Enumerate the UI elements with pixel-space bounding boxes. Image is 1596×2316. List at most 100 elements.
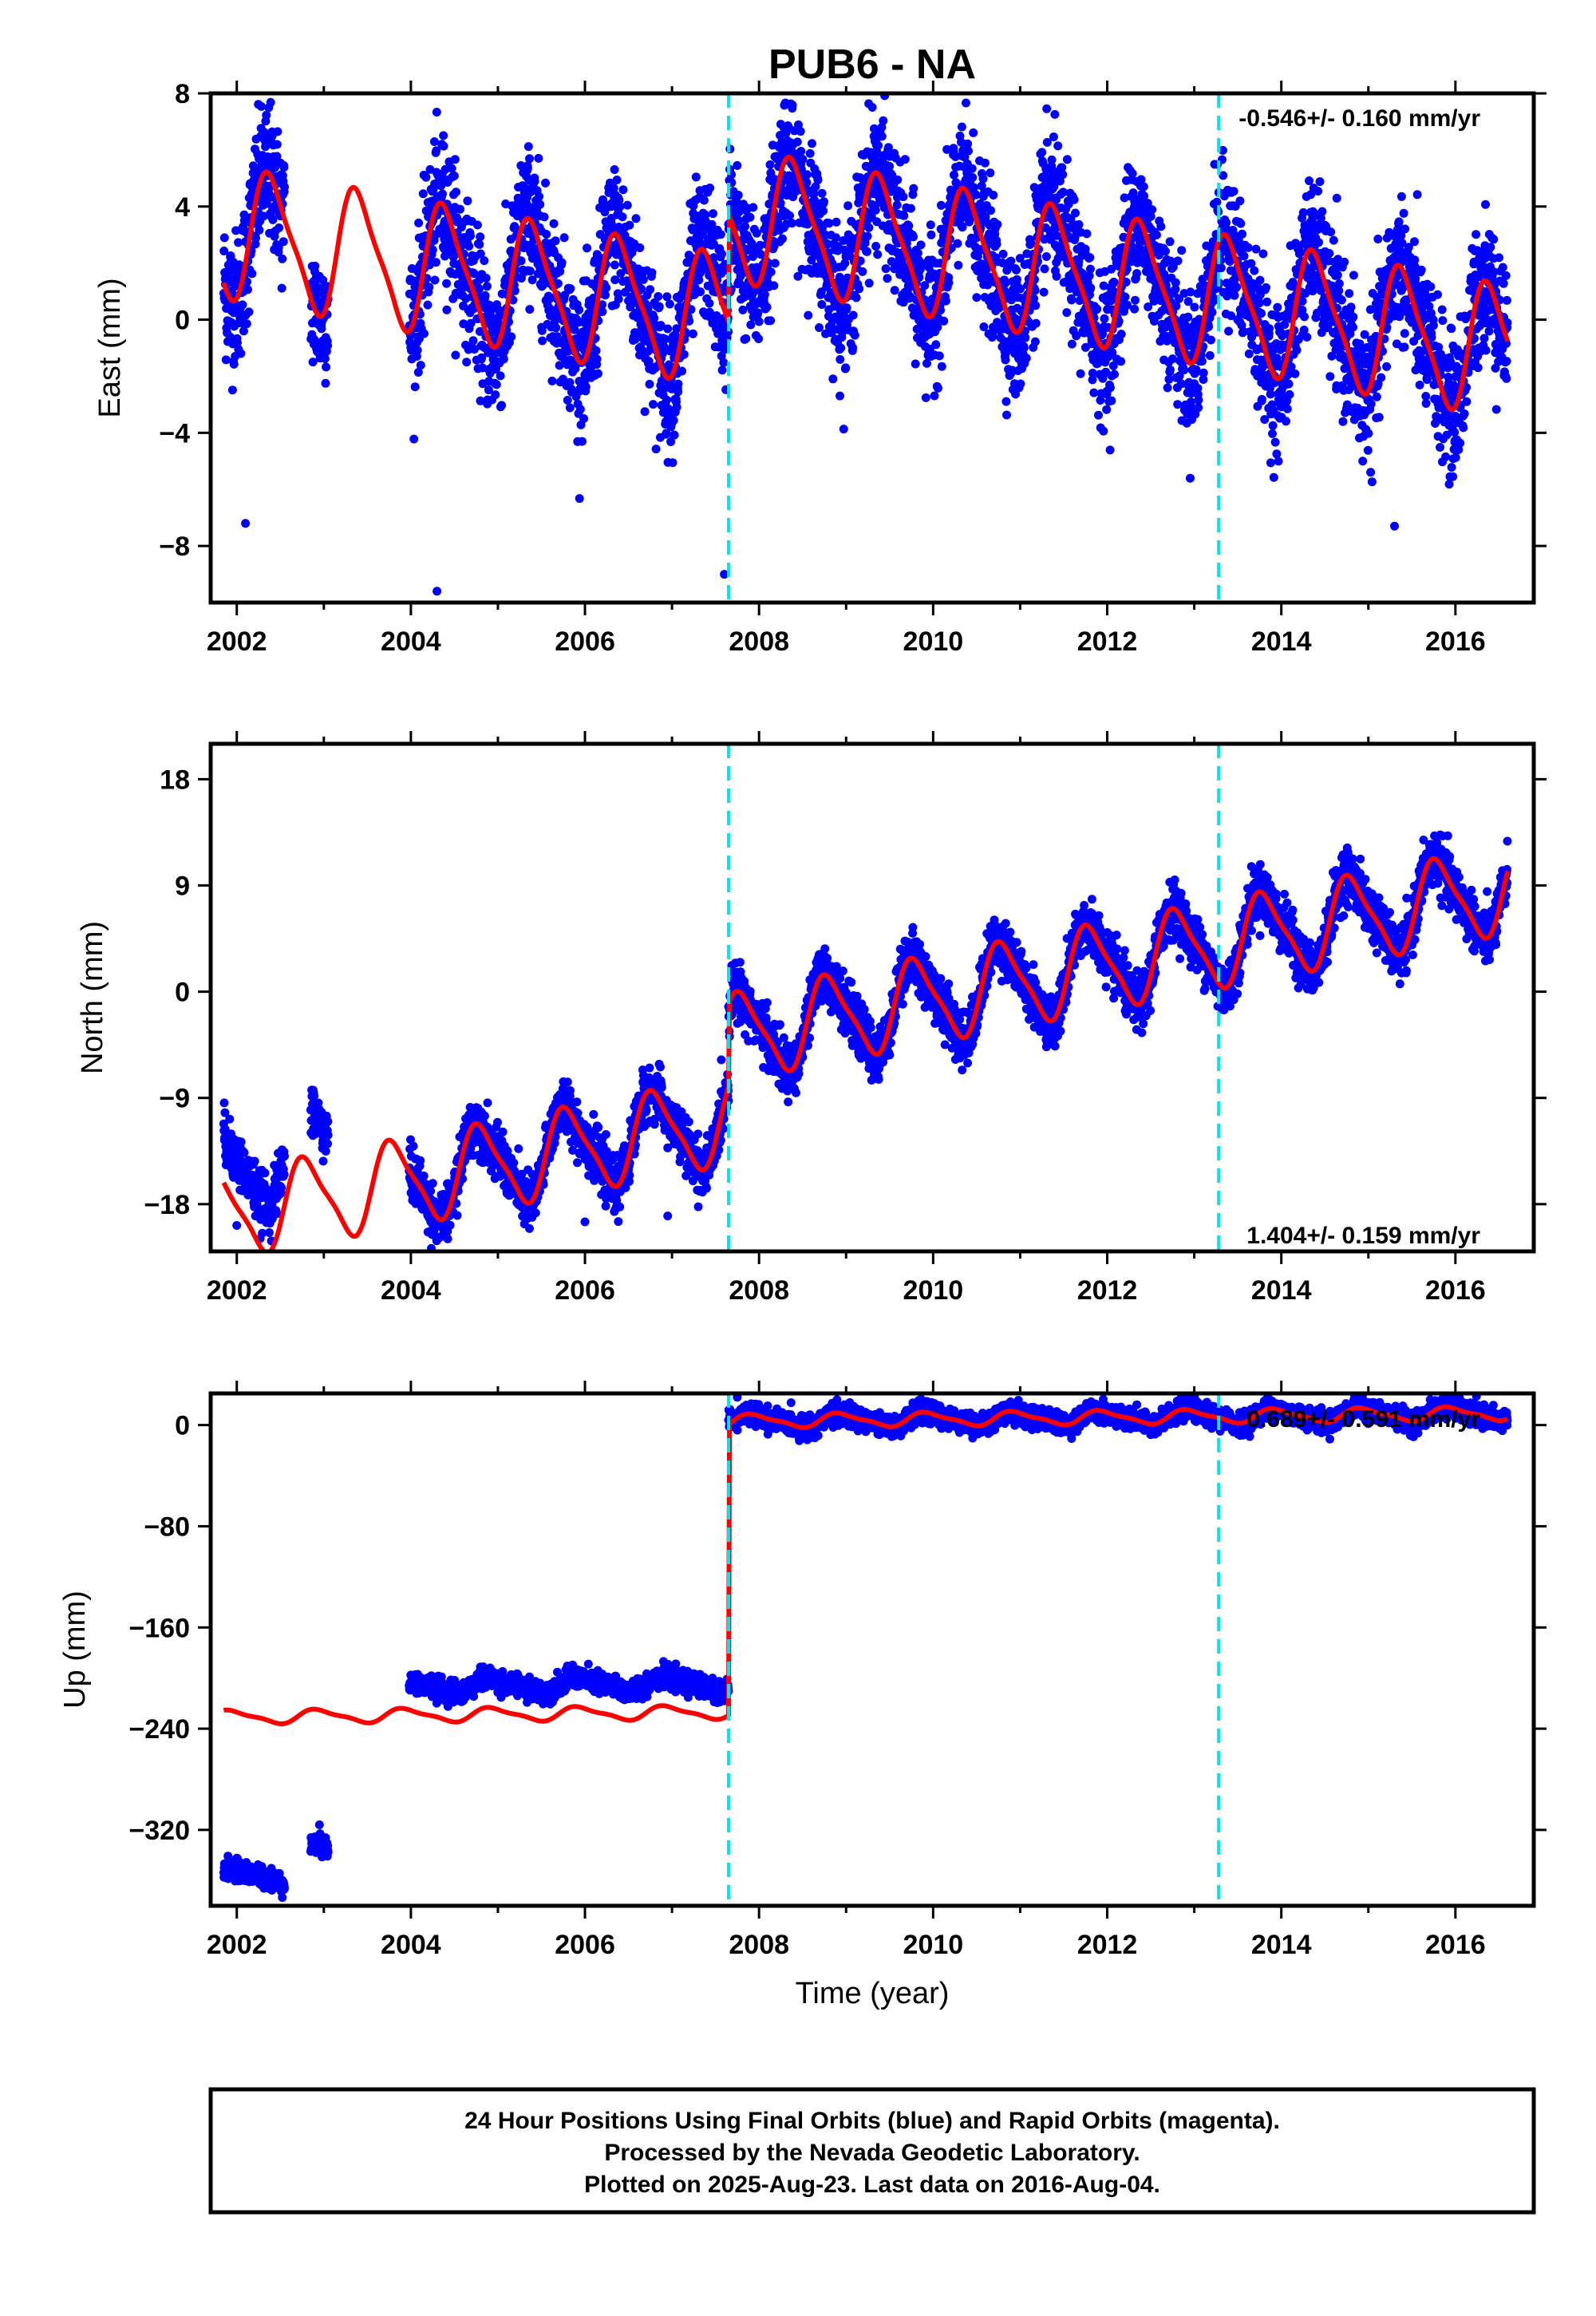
- data-point: [442, 305, 452, 314]
- data-point: [1481, 200, 1490, 209]
- data-point: [1346, 302, 1356, 312]
- data-point: [273, 127, 282, 136]
- data-point: [1400, 342, 1409, 352]
- data-point: [1001, 279, 1010, 288]
- data-point: [630, 328, 639, 338]
- data-point: [527, 275, 537, 285]
- data-point: [1146, 211, 1156, 221]
- data-point: [1269, 472, 1278, 482]
- data-point: [1050, 109, 1060, 119]
- data-point: [753, 308, 763, 318]
- data-point: [877, 132, 887, 141]
- y-tick-label: 4: [175, 192, 190, 223]
- data-point: [717, 249, 726, 259]
- data-point: [413, 368, 423, 377]
- data-point: [986, 206, 995, 215]
- data-point: [272, 152, 282, 161]
- data-point: [1057, 163, 1067, 172]
- data-point: [236, 349, 246, 358]
- data-point: [986, 168, 995, 178]
- data-point: [1412, 190, 1422, 200]
- data-point: [766, 316, 776, 326]
- data-point: [1199, 368, 1208, 377]
- data-point: [1030, 286, 1040, 295]
- data-point: [496, 371, 505, 381]
- data-point: [1099, 426, 1108, 436]
- data-point: [802, 178, 812, 188]
- x-tick-label: 2008: [729, 626, 789, 657]
- data-point: [815, 323, 824, 332]
- data-point: [920, 281, 930, 290]
- data-point: [1447, 463, 1456, 472]
- data-point: [1007, 295, 1016, 305]
- data-point: [1499, 279, 1508, 288]
- data-point: [1266, 389, 1275, 399]
- data-point: [998, 249, 1008, 259]
- data-point: [275, 223, 284, 232]
- data-point: [525, 267, 535, 276]
- data-point: [979, 322, 989, 331]
- data-point: [566, 284, 575, 294]
- data-point: [640, 407, 650, 417]
- data-point: [1191, 409, 1200, 419]
- data-point: [719, 358, 729, 367]
- data-point: [1120, 193, 1129, 203]
- data-point: [688, 329, 697, 338]
- data-point: [1258, 249, 1268, 259]
- data-point: [1001, 397, 1011, 406]
- data-point: [1120, 292, 1130, 302]
- data-point: [219, 233, 229, 243]
- data-point: [472, 220, 482, 230]
- data-point: [1473, 363, 1483, 373]
- data-point: [1360, 330, 1369, 339]
- data-point: [1299, 326, 1309, 334]
- data-point: [773, 217, 783, 227]
- x-tick-label: 2006: [555, 626, 615, 657]
- data-point: [650, 314, 659, 323]
- data-point: [836, 391, 844, 401]
- data-point: [1298, 207, 1308, 217]
- data-point: [310, 261, 320, 271]
- data-point: [227, 385, 237, 395]
- data-point: [770, 259, 780, 268]
- data-point: [433, 587, 442, 596]
- data-point: [1382, 322, 1392, 332]
- data-point: [432, 108, 441, 117]
- data-point: [1116, 330, 1126, 339]
- data-point: [1489, 235, 1499, 244]
- data-point: [1366, 399, 1376, 409]
- data-point: [1177, 246, 1187, 255]
- data-point: [559, 233, 569, 243]
- data-point: [535, 200, 545, 209]
- data-point: [1396, 192, 1406, 201]
- data-point: [933, 322, 942, 332]
- data-point: [585, 310, 595, 319]
- data-point: [941, 296, 950, 306]
- data-point: [1040, 264, 1049, 274]
- data-point: [470, 345, 479, 354]
- data-point: [631, 214, 641, 223]
- data-point: [251, 234, 260, 243]
- data-point: [1049, 132, 1058, 141]
- data-point: [1094, 410, 1103, 420]
- data-point: [1316, 214, 1325, 223]
- data-point: [660, 334, 670, 344]
- data-point: [614, 294, 623, 304]
- data-point: [542, 230, 551, 239]
- data-point: [551, 236, 560, 246]
- data-point: [1074, 219, 1084, 229]
- data-point: [841, 363, 851, 373]
- data-point: [1173, 400, 1183, 409]
- data-point: [1282, 404, 1292, 413]
- data-point: [717, 366, 727, 375]
- data-point: [973, 251, 982, 261]
- data-point: [1481, 346, 1491, 355]
- data-point: [769, 281, 779, 290]
- data-point: [1088, 369, 1097, 377]
- data-point: [811, 182, 820, 192]
- data-point: [1100, 314, 1109, 323]
- data-point: [1374, 413, 1384, 422]
- data-point: [1337, 295, 1346, 305]
- data-point: [703, 281, 713, 290]
- data-point: [1329, 235, 1338, 245]
